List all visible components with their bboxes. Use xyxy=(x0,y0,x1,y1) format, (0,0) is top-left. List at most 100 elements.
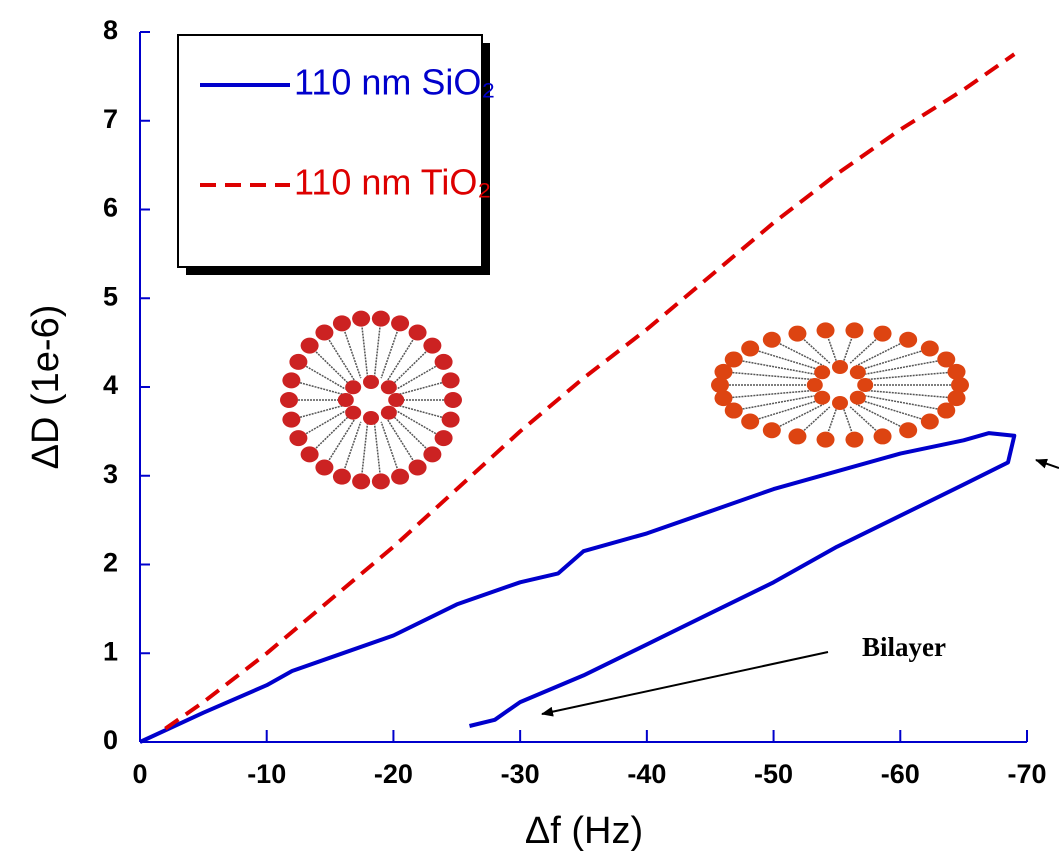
lipid-head xyxy=(874,326,892,342)
lipid-head xyxy=(338,393,354,407)
legend-label: 110 nm TiO₂ xyxy=(294,162,491,203)
lipid-head xyxy=(363,411,379,425)
lipid-head xyxy=(423,338,441,354)
lipid-head xyxy=(817,432,835,448)
lipid-tail xyxy=(324,333,354,381)
lipid-head xyxy=(282,372,300,388)
lipid-tail xyxy=(866,359,947,374)
lipid-head xyxy=(763,332,781,348)
lipid-head xyxy=(301,338,319,354)
lipid-head xyxy=(423,446,441,462)
lipid-head xyxy=(948,364,966,380)
lipid-head xyxy=(763,422,781,438)
y-tick-label: 4 xyxy=(103,370,118,400)
lipid-head xyxy=(289,430,307,446)
lipid-head xyxy=(444,392,462,408)
lipid-head xyxy=(372,311,390,327)
chart: 0123456780-10-20-30-40-50-60-70 110 nm S… xyxy=(0,0,1059,864)
lipid-head xyxy=(807,378,823,392)
lipid-head xyxy=(937,403,955,419)
lipid-head xyxy=(409,325,427,341)
lipid-head xyxy=(352,311,370,327)
y-tick-label: 5 xyxy=(103,281,118,311)
lipid-head xyxy=(832,396,848,410)
lipid-head xyxy=(921,341,939,357)
lipid-head xyxy=(435,430,453,446)
y-tick-label: 6 xyxy=(103,193,118,223)
lipid-head xyxy=(788,326,806,342)
y-tick-label: 3 xyxy=(103,459,118,489)
lipid-head xyxy=(442,412,460,428)
lipid-head xyxy=(814,365,830,379)
lipid-head xyxy=(363,375,379,389)
lipid-tail xyxy=(862,349,930,370)
lipid-head xyxy=(845,432,863,448)
lipid-head xyxy=(814,391,830,405)
annotation: Bilayer xyxy=(862,632,946,662)
lipid-head xyxy=(899,332,917,348)
lipid-head xyxy=(899,422,917,438)
x-tick-label: 0 xyxy=(132,759,147,789)
lipid-head xyxy=(725,351,743,367)
x-tick-label: -70 xyxy=(1007,759,1046,789)
lipid-tail xyxy=(361,423,367,481)
y-tick-label: 1 xyxy=(103,636,118,666)
legend-label: 110 nm SiO₂ xyxy=(294,62,495,103)
x-tick-label: -20 xyxy=(374,759,413,789)
lipid-head xyxy=(817,322,835,338)
lipid-head xyxy=(333,469,351,485)
lipid-head xyxy=(391,469,409,485)
y-tick-label: 8 xyxy=(103,15,118,45)
lipid-head xyxy=(345,406,361,420)
lipid-head xyxy=(372,473,390,489)
lipid-head xyxy=(345,380,361,394)
lipid-tail xyxy=(381,422,400,477)
y-tick-label: 2 xyxy=(103,548,118,578)
lipid-tail xyxy=(750,349,818,370)
series-line xyxy=(140,433,1014,742)
lipid-head xyxy=(315,325,333,341)
x-tick-label: -30 xyxy=(501,759,540,789)
lipid-tail xyxy=(734,396,815,411)
lipid-head xyxy=(409,459,427,475)
x-tick-label: -40 xyxy=(627,759,666,789)
lipid-tail xyxy=(324,419,354,467)
lipid-head xyxy=(333,315,351,331)
lipid-head xyxy=(280,392,298,408)
lipid-head xyxy=(282,412,300,428)
lipid-tail xyxy=(862,401,930,422)
x-tick-label: -60 xyxy=(881,759,920,789)
lipid-tail xyxy=(342,323,361,378)
lipid-tail xyxy=(387,419,417,467)
lipid-head xyxy=(850,391,866,405)
lipid-tail xyxy=(868,391,957,399)
lipid-head xyxy=(381,380,397,394)
lipid-tail xyxy=(750,401,818,422)
lipid-head xyxy=(874,428,892,444)
y-tick-label: 0 xyxy=(103,725,118,755)
lipid-tail xyxy=(734,359,815,374)
lipid-head xyxy=(857,378,873,392)
lipid-tail xyxy=(374,423,380,481)
x-tick-label: -10 xyxy=(247,759,286,789)
lipid-tail xyxy=(723,372,812,380)
lipid-head xyxy=(391,315,409,331)
lipid-head xyxy=(435,354,453,370)
lipid-tail xyxy=(361,319,367,377)
lipid-head xyxy=(921,413,939,429)
lipid-tail xyxy=(374,319,380,377)
lipid-head xyxy=(741,341,759,357)
lipid-head xyxy=(301,446,319,462)
lipid-tail xyxy=(381,323,400,378)
lipid-tail xyxy=(342,422,361,477)
lipid-tail xyxy=(866,396,947,411)
lipid-head xyxy=(289,354,307,370)
lipid-head xyxy=(788,428,806,444)
lipid-head xyxy=(850,365,866,379)
lipid-head xyxy=(352,473,370,489)
lipid-head xyxy=(845,322,863,338)
lipid-head xyxy=(381,406,397,420)
lipid-head xyxy=(832,360,848,374)
x-tick-label: -50 xyxy=(754,759,793,789)
lipid-tail xyxy=(868,372,957,380)
